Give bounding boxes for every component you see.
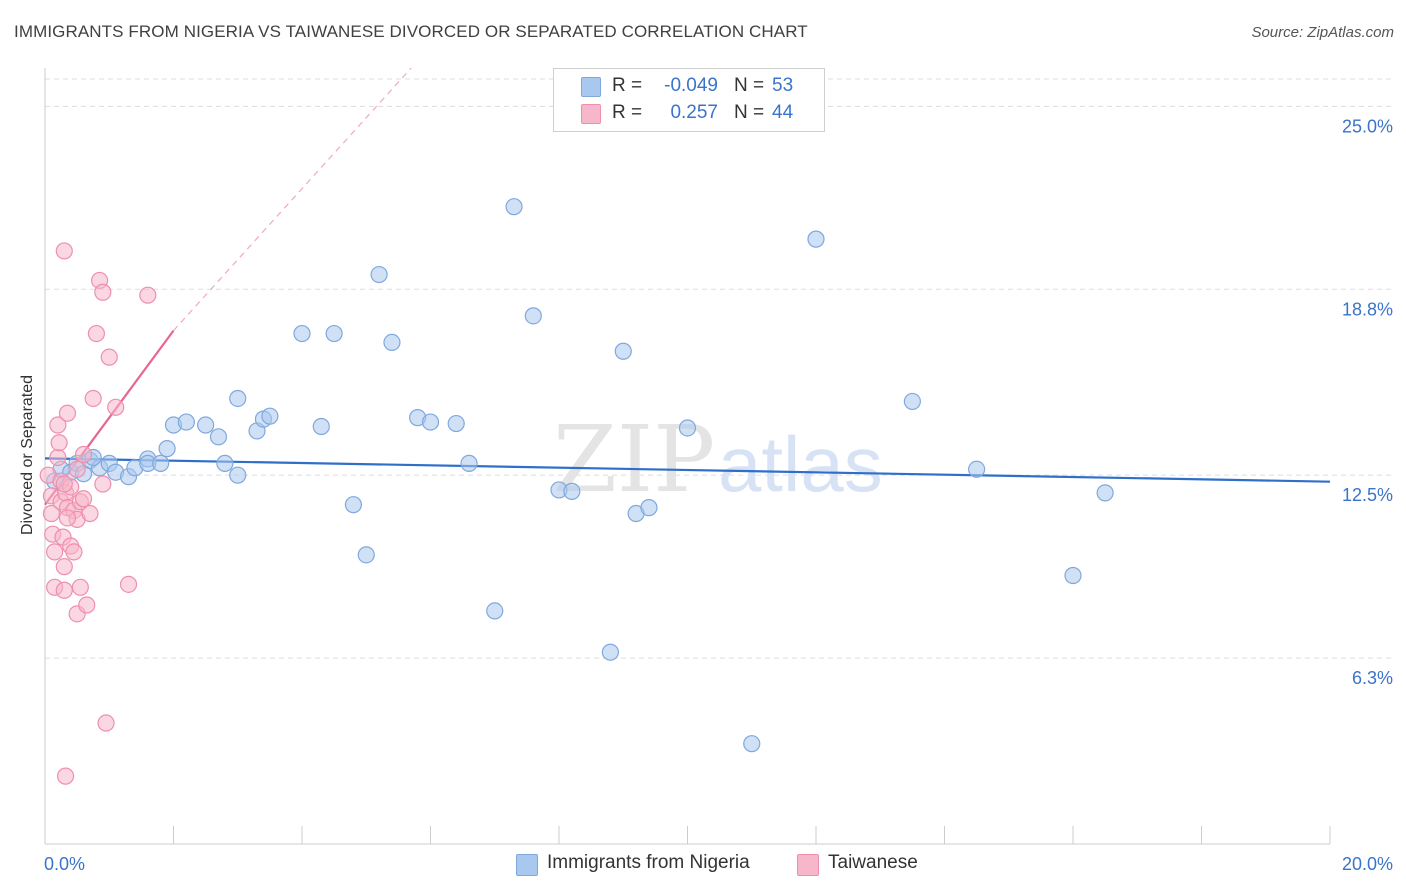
source-credit: Source: ZipAtlas.com bbox=[1251, 24, 1394, 41]
data-points bbox=[39, 198, 1114, 785]
x-tick-label: 0.0% bbox=[44, 854, 85, 874]
nigeria-point bbox=[229, 466, 247, 484]
nigeria-point bbox=[486, 602, 504, 620]
nigeria-point bbox=[1064, 566, 1082, 585]
bottom-legend-label-nigeria: Immigrants from Nigeria bbox=[547, 852, 750, 873]
nigeria-point bbox=[1096, 484, 1114, 502]
taiwanese-point bbox=[139, 286, 157, 304]
taiwanese-point bbox=[68, 460, 86, 478]
nigeria-point bbox=[158, 440, 176, 458]
taiwanese-point bbox=[58, 404, 77, 422]
x-tick-label: 20.0% bbox=[1342, 854, 1393, 874]
taiwanese-point bbox=[100, 348, 118, 366]
nigeria-point bbox=[177, 413, 195, 431]
legend-swatch-taiwanese bbox=[581, 104, 601, 124]
bottom-legend-swatch-nigeria bbox=[516, 854, 538, 876]
legend-row-taiwanese: R = 0.257 N = 44 bbox=[554, 100, 824, 127]
taiwanese-point bbox=[55, 581, 73, 599]
taiwanese-point bbox=[119, 575, 138, 593]
nigeria-point bbox=[524, 307, 542, 325]
nigeria-point bbox=[640, 499, 658, 517]
nigeria-point bbox=[312, 417, 330, 436]
taiwanese-point bbox=[81, 504, 99, 523]
taiwanese-point bbox=[46, 543, 64, 561]
nigeria-point bbox=[197, 416, 215, 434]
nigeria-point bbox=[383, 333, 401, 352]
legend-r-value: -0.049 bbox=[664, 75, 718, 96]
taiwanese-point bbox=[71, 578, 89, 596]
taiwanese-point bbox=[55, 242, 73, 260]
nigeria-point bbox=[209, 428, 228, 446]
nigeria-point bbox=[678, 419, 697, 437]
nigeria-point bbox=[325, 324, 343, 343]
nigeria-point bbox=[447, 414, 465, 433]
nigeria-point bbox=[505, 198, 523, 216]
y-tick-label: 18.8% bbox=[1342, 299, 1393, 319]
chart-title: IMMIGRANTS FROM NIGERIA VS TAIWANESE DIV… bbox=[14, 22, 808, 41]
taiwanese-point bbox=[42, 504, 61, 523]
y-tick-label: 6.3% bbox=[1352, 668, 1393, 688]
taiwanese-point bbox=[49, 416, 67, 434]
nigeria-point bbox=[614, 342, 632, 360]
taiwanese-point bbox=[50, 434, 68, 452]
watermark-atlas: atlas bbox=[718, 420, 883, 508]
nigeria-point bbox=[563, 482, 581, 501]
legend-n-value: 44 bbox=[772, 102, 794, 123]
correlation-legend: R = -0.049 N = 53 R = 0.257 N = 44 bbox=[553, 68, 825, 132]
taiwanese-point bbox=[65, 543, 83, 561]
taiwanese-point bbox=[56, 767, 75, 785]
taiwanese-point bbox=[49, 448, 67, 467]
nigeria-point bbox=[357, 546, 375, 564]
nigeria-point bbox=[421, 413, 440, 431]
nigeria-point bbox=[261, 407, 279, 425]
bottom-legend-label-taiwanese: Taiwanese bbox=[828, 852, 918, 873]
nigeria-point bbox=[601, 643, 620, 661]
nigeria-point bbox=[807, 230, 825, 248]
nigeria-point bbox=[152, 454, 170, 472]
legend-r-label: R = bbox=[612, 75, 643, 96]
taiwanese-point bbox=[87, 324, 106, 343]
nigeria-point bbox=[370, 265, 388, 284]
legend-n-label: N = bbox=[734, 75, 765, 96]
taiwanese-point bbox=[78, 596, 96, 614]
nigeria-point bbox=[229, 389, 247, 408]
nigeria-trend-line bbox=[44, 457, 1331, 483]
legend-r-value: 0.257 bbox=[670, 102, 718, 123]
taiwanese-trend-extension bbox=[173, 67, 412, 332]
gridlines bbox=[45, 78, 1394, 659]
taiwanese-point bbox=[97, 714, 115, 732]
legend-swatch-nigeria bbox=[581, 77, 601, 97]
taiwanese-point bbox=[84, 389, 102, 408]
nigeria-point bbox=[344, 496, 362, 514]
nigeria-point bbox=[743, 735, 761, 753]
legend-r-label: R = bbox=[612, 102, 643, 123]
taiwanese-point bbox=[58, 509, 77, 527]
tick-labels: 6.3% 12.5% 18.8% 25.0% 0.0% 20.0% bbox=[44, 116, 1393, 874]
nigeria-point bbox=[216, 454, 234, 472]
nigeria-point bbox=[460, 454, 478, 472]
watermark: ZIP atlas bbox=[553, 406, 883, 513]
legend-n-label: N = bbox=[734, 102, 765, 123]
taiwanese-point bbox=[74, 445, 93, 464]
taiwanese-point bbox=[94, 283, 112, 301]
axes bbox=[44, 68, 1331, 845]
taiwanese-point bbox=[55, 558, 73, 576]
nigeria-point bbox=[968, 460, 986, 478]
legend-row-nigeria: R = -0.049 N = 53 bbox=[554, 73, 824, 100]
taiwanese-point bbox=[55, 475, 73, 493]
nigeria-point bbox=[903, 392, 921, 411]
bottom-legend-swatch-taiwanese bbox=[797, 854, 819, 876]
taiwanese-point bbox=[94, 475, 112, 493]
y-tick-label: 25.0% bbox=[1342, 116, 1393, 136]
y-tick-label: 12.5% bbox=[1342, 485, 1393, 505]
legend-n-value: 53 bbox=[772, 75, 794, 96]
taiwanese-point bbox=[74, 490, 93, 508]
taiwanese-point bbox=[107, 398, 125, 416]
nigeria-point bbox=[293, 324, 311, 343]
